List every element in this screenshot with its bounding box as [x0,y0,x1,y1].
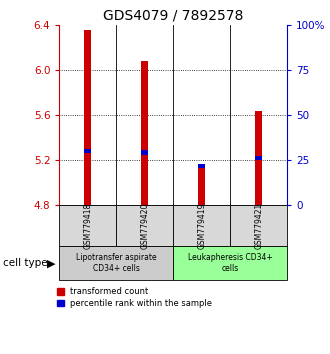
Text: GSM779419: GSM779419 [197,202,206,249]
Bar [84,30,91,205]
Text: GSM779421: GSM779421 [254,202,263,249]
Text: GSM779420: GSM779420 [140,202,149,249]
Title: GDS4079 / 7892578: GDS4079 / 7892578 [103,8,244,22]
Bar [116,205,173,246]
Text: Lipotransfer aspirate
CD34+ cells: Lipotransfer aspirate CD34+ cells [76,253,157,273]
Bar [59,246,173,280]
Bar [59,205,116,246]
Text: ▶: ▶ [47,258,55,268]
Text: Leukapheresis CD34+
cells: Leukapheresis CD34+ cells [188,253,273,273]
Text: GSM779418: GSM779418 [83,202,92,249]
Bar [198,167,205,205]
Bar [141,61,148,205]
Bar [173,205,230,246]
Bar [255,156,262,160]
Bar [173,246,287,280]
Bar [141,150,148,155]
Bar [84,149,91,153]
Text: cell type: cell type [3,258,48,268]
Bar [198,164,205,168]
Bar [230,205,287,246]
Legend: transformed count, percentile rank within the sample: transformed count, percentile rank withi… [57,287,212,308]
Bar [255,110,262,205]
